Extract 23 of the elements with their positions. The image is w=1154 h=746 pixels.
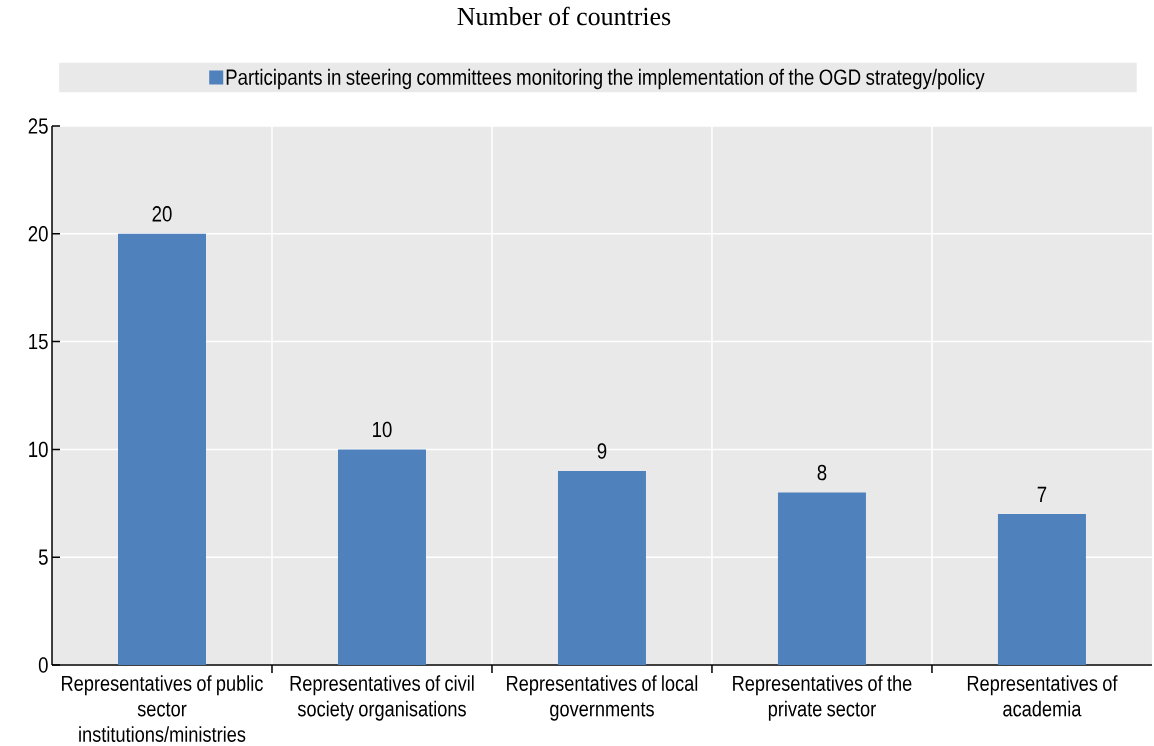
chart-title: Number of countries: [457, 6, 671, 26]
y-tick-label: 20: [28, 226, 48, 242]
data-label: 10: [373, 421, 392, 438]
bar: [118, 233, 206, 665]
data-label: 8: [817, 464, 827, 481]
bar: [777, 492, 866, 665]
data-label: 20: [152, 206, 172, 222]
x-tick-label: Representatives of academia: [967, 675, 1118, 717]
y-tick-label: 0: [38, 657, 48, 673]
x-tick-label: Representatives of public sector institutions/ministries: [62, 675, 263, 742]
bar: [337, 449, 426, 665]
x-tick-label: Representatives of the private sector: [733, 675, 912, 721]
bar: [557, 470, 646, 665]
data-label: 9: [597, 443, 607, 459]
y-tick-label: 25: [28, 118, 48, 134]
x-tick-label: Representatives of civil society organisations: [290, 675, 474, 721]
y-tick-label: 10: [29, 441, 48, 458]
bar: [997, 514, 1086, 665]
data-label: 7: [1037, 486, 1047, 502]
x-tick-label: Representatives of local governments: [507, 675, 698, 721]
legend-label: Participants in steering committees monitoring the implementation of the OGD strategy/policy: [226, 68, 985, 90]
y-tick-label: 5: [38, 549, 48, 565]
y-tick-label: 15: [29, 333, 48, 350]
